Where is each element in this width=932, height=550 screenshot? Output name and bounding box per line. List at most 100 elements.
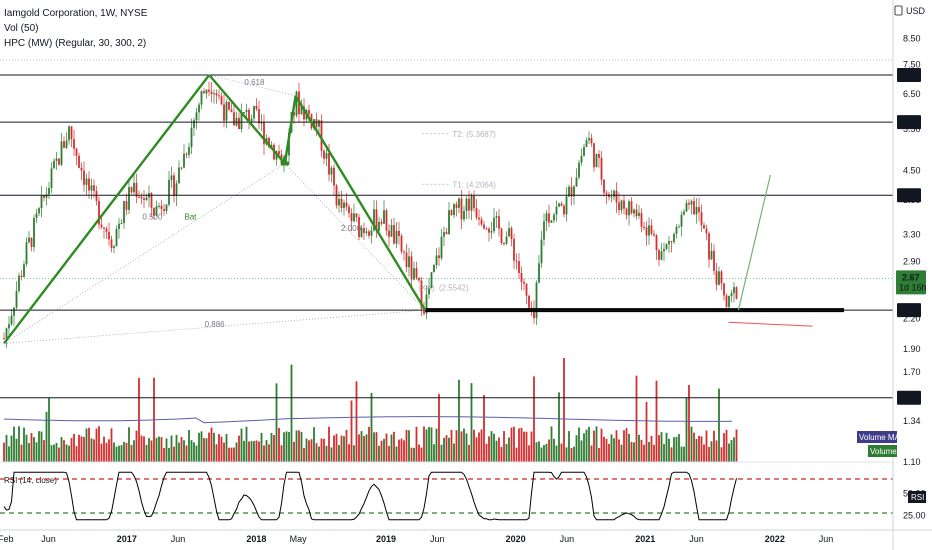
volume-bar bbox=[305, 438, 308, 462]
candle-body bbox=[118, 223, 120, 229]
candle-body bbox=[98, 200, 100, 225]
volume-bar bbox=[40, 431, 43, 462]
candle-body bbox=[440, 236, 443, 259]
volume-bar bbox=[308, 440, 310, 462]
volume-bar bbox=[573, 446, 575, 462]
candle-body bbox=[675, 226, 678, 234]
candle-body bbox=[483, 224, 485, 229]
grid-layer bbox=[0, 59, 893, 279]
volume-bar bbox=[528, 445, 530, 462]
candle-body bbox=[433, 264, 435, 273]
volume-bar bbox=[50, 445, 53, 462]
volume-bar bbox=[88, 427, 90, 462]
candle-body bbox=[318, 120, 320, 127]
candle-body bbox=[448, 210, 450, 235]
volume-bar bbox=[698, 435, 700, 462]
candle-body bbox=[243, 111, 245, 114]
volume-bar bbox=[493, 433, 495, 462]
time-tick-label: 2018 bbox=[246, 534, 266, 544]
candle-body bbox=[658, 250, 660, 260]
candle-body bbox=[510, 228, 513, 239]
candle-body bbox=[500, 228, 503, 244]
candle-body bbox=[648, 225, 650, 236]
candle-body bbox=[588, 138, 590, 141]
candle-body bbox=[153, 207, 155, 216]
volume-bar bbox=[453, 443, 455, 462]
volume-bar bbox=[473, 429, 475, 462]
candle-body bbox=[370, 230, 373, 236]
candle-body bbox=[105, 228, 108, 232]
volume-bar bbox=[650, 435, 653, 462]
volume-bar bbox=[395, 446, 398, 462]
candle-body bbox=[400, 236, 403, 252]
volume-bar bbox=[235, 442, 238, 462]
volume-legend[interactable]: Vol (50) bbox=[4, 23, 39, 34]
volume-bar bbox=[475, 437, 478, 462]
volume-bar bbox=[223, 442, 225, 462]
candle-body bbox=[145, 197, 148, 200]
target-t1-label: T1: (4.2064) bbox=[452, 180, 496, 189]
candle-body bbox=[203, 91, 205, 94]
candle-body bbox=[325, 153, 328, 159]
volume-bar bbox=[700, 436, 703, 462]
candle-body bbox=[155, 206, 158, 216]
candle-body bbox=[190, 127, 193, 148]
candle-body bbox=[198, 104, 200, 113]
volume-bar bbox=[170, 435, 173, 462]
projection-line bbox=[737, 174, 771, 311]
candle-body bbox=[635, 209, 638, 217]
volume-bar bbox=[358, 434, 360, 462]
volume-bar bbox=[433, 444, 435, 462]
volume-bar bbox=[688, 384, 690, 462]
candle-body bbox=[255, 105, 258, 110]
candle-body bbox=[138, 196, 140, 198]
volume-bar bbox=[560, 443, 563, 462]
candle-body bbox=[173, 175, 175, 197]
volume-bar bbox=[80, 436, 83, 462]
candle-body bbox=[328, 153, 330, 175]
candle-body bbox=[78, 155, 80, 168]
candle-body bbox=[703, 225, 705, 229]
time-tick-label: 2020 bbox=[506, 534, 526, 544]
volume-bar bbox=[550, 426, 553, 462]
volume-bar bbox=[28, 443, 30, 462]
volume-bar bbox=[405, 429, 408, 462]
volume-bar bbox=[310, 439, 313, 462]
candle-body bbox=[193, 120, 195, 128]
volume-bar bbox=[420, 447, 423, 462]
volume-bar bbox=[553, 438, 555, 462]
volume-bar bbox=[258, 441, 260, 462]
volume-bar bbox=[503, 431, 505, 462]
hpc-legend[interactable]: HPC (MW) (Regular, 30, 300, 2) bbox=[4, 38, 147, 49]
candle-body bbox=[585, 140, 588, 147]
candle-body bbox=[700, 212, 703, 226]
volume-bar bbox=[388, 446, 390, 462]
candle-body bbox=[728, 295, 730, 308]
candle-body bbox=[598, 154, 600, 158]
chart-title[interactable]: Iamgold Corporation, 1W, NYSE bbox=[4, 8, 148, 19]
volume-bar bbox=[435, 428, 438, 462]
candle-body bbox=[375, 209, 378, 231]
candle-body bbox=[673, 233, 675, 242]
volume-bar bbox=[520, 427, 523, 462]
candle-body bbox=[340, 198, 343, 209]
volume-bar bbox=[185, 445, 188, 462]
drawings-layer[interactable]: 0.618 0.500 0.886 2.000 Bat T2: (5.3687) T1: (… bbox=[0, 74, 893, 399]
volume-bar bbox=[293, 441, 295, 462]
volume-bar bbox=[143, 436, 145, 462]
level-badge bbox=[897, 68, 921, 83]
volume-bar bbox=[203, 438, 205, 462]
candle-body bbox=[363, 228, 365, 233]
volume-bar bbox=[380, 440, 383, 462]
candle-body bbox=[140, 196, 143, 199]
volume-bar bbox=[440, 444, 443, 462]
candle-body bbox=[128, 187, 130, 210]
volume-bar bbox=[238, 435, 240, 462]
volume-bar bbox=[75, 446, 78, 462]
candle-body bbox=[188, 147, 190, 155]
volume-bar bbox=[335, 433, 338, 462]
candle-body bbox=[603, 179, 605, 193]
candle-body bbox=[515, 260, 518, 262]
time-tick-label: Jun bbox=[41, 534, 56, 544]
